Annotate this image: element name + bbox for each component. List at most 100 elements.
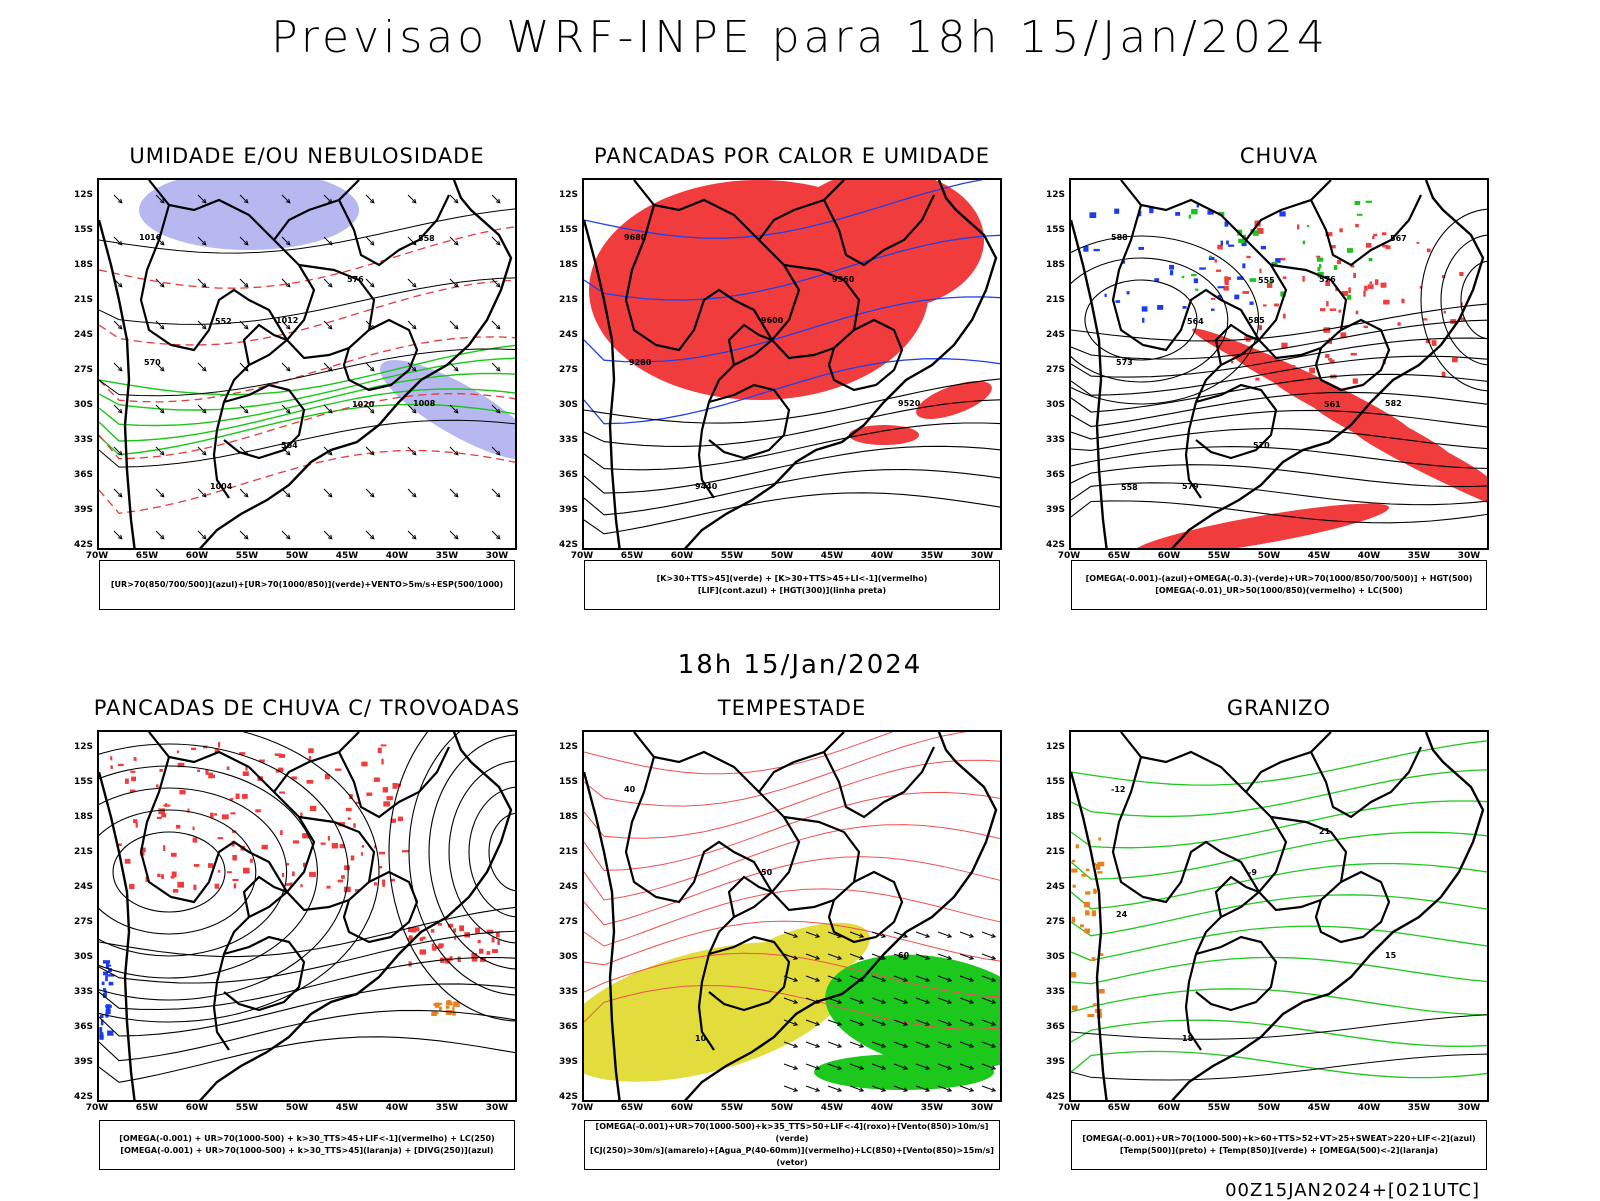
precip-speck [397, 816, 403, 822]
lat-tick-label: 36S [73, 1022, 93, 1032]
lat-tick-label: 15S [558, 225, 578, 235]
lon-tick-label: 40W [385, 551, 409, 561]
country-border [633, 732, 801, 1051]
precip-speck [1191, 208, 1198, 215]
precip-speck [1237, 276, 1244, 280]
wind-vector [113, 194, 123, 204]
wind-vector [491, 362, 501, 372]
wind-vector [937, 1063, 953, 1070]
contour-line [99, 1036, 515, 1083]
precip-speck [292, 871, 295, 877]
contour-line [99, 348, 515, 397]
wind-vector [281, 446, 291, 456]
lon-tick-label: 40W [870, 1103, 894, 1113]
lon-tick-label: 60W [1157, 1103, 1181, 1113]
precip-speck [1209, 255, 1212, 258]
contour-label: 561 [1324, 400, 1341, 409]
country-border [1214, 323, 1260, 366]
wind-vector [407, 362, 417, 372]
contour-line [1071, 862, 1487, 910]
legend-line: [OMEGA(-0.001) + UR>70(1000-500) + k>30_… [119, 1134, 495, 1143]
wind-vector [239, 530, 249, 540]
lat-tick-label: 21S [1045, 295, 1065, 305]
legend-line: [UR>70(850/700/500)](azul)+[UR>70(1000/8… [110, 580, 504, 589]
wind-vector [871, 975, 887, 982]
wind-vector [197, 446, 207, 456]
precip-speck [1085, 868, 1090, 872]
precip-speck [1461, 317, 1465, 321]
precip-speck [1302, 276, 1305, 282]
precip-speck [447, 999, 451, 1005]
wind-vector [849, 997, 865, 1004]
wind-vector [915, 931, 931, 938]
panel-legend: [OMEGA(-0.001)+UR>70(1000-500)+k>60+TTS>… [1071, 1120, 1487, 1170]
wind-vector [805, 1085, 821, 1092]
country-border [1111, 204, 1260, 352]
precip-speck [343, 886, 351, 893]
weather-map [97, 730, 517, 1102]
lat-tick-label: 21S [73, 295, 93, 305]
wind-vector [959, 931, 975, 938]
contour-label: 40 [624, 785, 636, 794]
wind-vector [281, 530, 291, 540]
contour-line [584, 732, 968, 807]
precip-speck [1431, 340, 1437, 346]
lat-tick-label: 18S [73, 812, 93, 822]
contour-label: 576 [1319, 275, 1336, 284]
country-border [708, 383, 791, 460]
wind-vector [783, 931, 799, 938]
lat-tick-label: 15S [73, 225, 93, 235]
country-border [1310, 194, 1422, 267]
wind-vector [805, 953, 821, 960]
precip-speck [1352, 378, 1358, 384]
precip-speck [1242, 263, 1246, 269]
precip-speck [292, 840, 300, 844]
contour-line [99, 336, 515, 403]
precip-speck [275, 770, 280, 773]
wind-vector [805, 975, 821, 982]
coastline [99, 219, 136, 548]
precip-speck [419, 949, 426, 955]
precip-speck [477, 939, 481, 944]
contour-line [584, 180, 984, 239]
wind-vector [491, 236, 501, 246]
precip-speck [176, 750, 180, 753]
precip-speck [1072, 884, 1076, 888]
contour-line [1071, 427, 1487, 451]
country-border [1245, 180, 1332, 241]
wind-vector [281, 194, 291, 204]
lon-tick-label: 65W [135, 1103, 159, 1113]
contour-line [1071, 337, 1487, 378]
precip-speck [163, 845, 166, 851]
precip-speck [1422, 318, 1428, 321]
precip-speck [205, 769, 209, 775]
wind-vector [827, 975, 843, 982]
contour-label: 1016 [139, 233, 162, 242]
wind-vector [849, 1019, 865, 1026]
precip-speck [1317, 267, 1321, 271]
precip-speck [116, 843, 122, 846]
lon-tick-label: 60W [185, 1103, 209, 1113]
precip-speck [1341, 291, 1348, 296]
precip-speck [433, 1003, 441, 1006]
map-canvas: 1016 1012 1008 1004 576 570 564 558 552 1020 [99, 180, 515, 548]
streamline [1420, 208, 1487, 392]
contour-label: 10 [695, 1034, 707, 1043]
wind-vector [491, 530, 501, 540]
precip-speck [366, 792, 373, 796]
wind-vector [937, 931, 953, 938]
wind-vector [449, 404, 459, 414]
contour-line [99, 393, 515, 460]
wind-vector [323, 404, 333, 414]
precip-speck [1097, 871, 1103, 874]
wind-vector [959, 1041, 975, 1048]
wind-vector [937, 997, 953, 1004]
lat-tick-label: 18S [558, 812, 578, 822]
country-border [342, 318, 419, 392]
wind-vector [849, 1041, 865, 1048]
coastline [584, 771, 621, 1100]
country-border [823, 194, 935, 267]
shaded-area [849, 425, 919, 445]
wind-vector [871, 953, 887, 960]
country-border [1111, 756, 1260, 904]
